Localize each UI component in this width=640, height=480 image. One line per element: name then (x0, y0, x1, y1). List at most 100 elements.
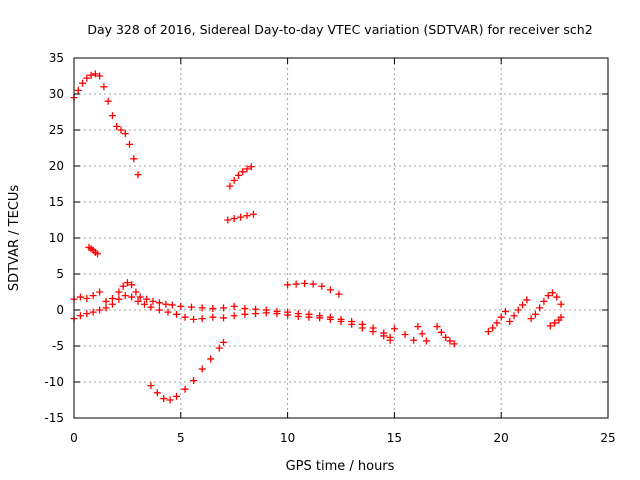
data-point (386, 336, 394, 344)
data-point (198, 365, 206, 373)
data-point (76, 293, 84, 301)
data-point (143, 295, 151, 303)
series-arc-6 (284, 279, 343, 298)
data-point (540, 297, 548, 305)
data-point (230, 176, 238, 184)
data-point (83, 310, 91, 318)
data-point (390, 325, 398, 333)
data-point (164, 308, 172, 316)
grid-lines (74, 58, 608, 418)
data-point (335, 290, 343, 298)
data-point (234, 171, 242, 179)
data-point (134, 171, 142, 179)
data-point (446, 337, 454, 345)
data-point (237, 213, 245, 221)
data-point (91, 70, 99, 78)
data-point (337, 318, 345, 326)
data-point (104, 97, 112, 105)
series-arc-5 (224, 210, 257, 224)
data-point (553, 293, 561, 301)
series-arc-4 (226, 163, 255, 190)
data-point (177, 302, 185, 310)
data-point (326, 286, 334, 294)
y-axis-label: SDTVAR / TECUs (7, 185, 22, 292)
x-tick-label: 10 (280, 431, 295, 445)
y-tick-label: -10 (44, 375, 64, 389)
y-tick-label: 30 (49, 87, 64, 101)
data-point (433, 323, 441, 331)
data-point (243, 165, 251, 173)
data-point (121, 292, 129, 300)
data-point (181, 385, 189, 393)
data-point (243, 212, 251, 220)
y-tick-label: 25 (49, 123, 64, 137)
data-point (74, 86, 82, 94)
data-point (128, 281, 136, 289)
data-point (198, 315, 206, 323)
y-tick-label: 10 (49, 231, 64, 245)
data-point (76, 312, 84, 320)
data-point (115, 295, 123, 303)
data-point (198, 304, 206, 312)
data-point (309, 280, 317, 288)
y-axis-ticks: -15 -10 -5 0 5 10 15 20 25 30 35 (44, 51, 608, 425)
data-point (273, 310, 281, 318)
data-point (136, 293, 144, 301)
data-point (190, 377, 198, 385)
data-point (292, 280, 300, 288)
data-point (96, 72, 104, 80)
data-point (369, 328, 377, 336)
data-point (348, 320, 356, 328)
data-point (326, 315, 334, 323)
data-point (162, 300, 170, 308)
data-point (173, 392, 181, 400)
data-point (79, 79, 87, 87)
data-points (70, 70, 565, 404)
data-point (557, 313, 565, 321)
series-arc-2 (85, 243, 101, 258)
y-tick-label: 15 (49, 195, 64, 209)
data-point (484, 328, 492, 336)
data-point (262, 309, 270, 317)
data-point (418, 330, 426, 338)
data-point (89, 292, 97, 300)
series-arc-13 (506, 296, 531, 326)
data-point (226, 182, 234, 190)
data-point (241, 310, 249, 318)
series-arc-10 (414, 323, 430, 345)
data-point (83, 74, 91, 82)
data-point (168, 301, 176, 309)
data-point (247, 163, 255, 171)
data-point (134, 297, 142, 305)
data-point (102, 297, 110, 305)
data-point (551, 319, 559, 327)
data-point (140, 300, 148, 308)
data-point (190, 315, 198, 323)
data-point (166, 396, 174, 404)
data-point (121, 130, 129, 138)
data-point (207, 355, 215, 363)
data-point (209, 305, 217, 313)
x-axis-label: GPS time / hours (286, 459, 395, 474)
data-point (305, 313, 313, 321)
data-point (531, 310, 539, 318)
data-point (437, 328, 445, 336)
data-point (113, 122, 121, 130)
x-tick-label: 5 (177, 431, 185, 445)
y-tick-label: 0 (56, 303, 64, 317)
series-arc-1 (70, 70, 142, 179)
data-point (209, 313, 217, 321)
data-point (147, 303, 155, 311)
data-point (489, 324, 497, 332)
data-point (510, 312, 518, 320)
data-point (294, 312, 302, 320)
data-point (514, 306, 522, 314)
data-point (89, 308, 97, 316)
data-point (230, 312, 238, 320)
data-point (410, 336, 418, 344)
series-arc-3 (147, 338, 228, 404)
data-point (316, 314, 324, 322)
data-point (130, 155, 138, 163)
data-point (187, 303, 195, 311)
